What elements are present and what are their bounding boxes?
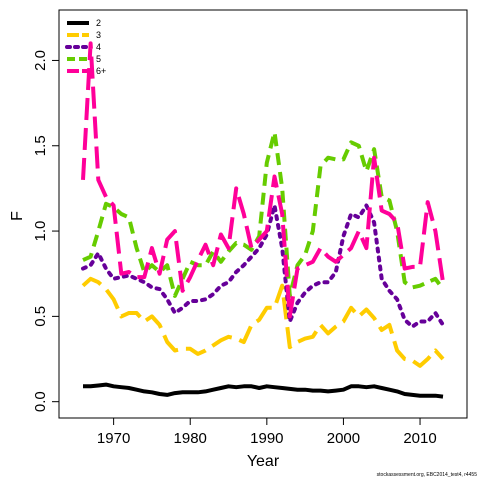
- y-tick-label: 1.0: [32, 221, 49, 242]
- y-tick-label: 1.5: [32, 135, 49, 156]
- legend-label: 4: [96, 42, 101, 52]
- x-tick-label: 1980: [174, 430, 207, 447]
- y-tick-label: 2.0: [32, 50, 49, 71]
- x-tick-label: 2000: [327, 430, 360, 447]
- series-line-1: [83, 382, 444, 399]
- y-tick-label: 0.5: [32, 306, 49, 327]
- source-caption: stockassessment.org, EBC2014_test4, r445…: [376, 472, 477, 478]
- x-axis: 1970 1980 1990 2000 2010: [97, 417, 437, 447]
- x-tick-label: 1990: [250, 430, 283, 447]
- legend-label: 3: [96, 30, 101, 40]
- y-axis: 0.0 0.5 1.0 1.5 2.0: [32, 50, 60, 412]
- series-line-2: [81, 276, 445, 368]
- x-tick-label: 1970: [97, 430, 130, 447]
- legend: 2 3 4 5 6+: [65, 18, 106, 76]
- x-axis-title: Year: [247, 453, 280, 470]
- legend-label: 2: [96, 18, 101, 28]
- series-line-3: [81, 203, 445, 329]
- y-axis-title: F: [9, 211, 26, 221]
- legend-label: 6+: [96, 66, 106, 76]
- series-line-4: [82, 130, 445, 298]
- legend-label: 5: [96, 54, 101, 64]
- series-lines: [81, 41, 445, 399]
- x-tick-label: 2010: [403, 430, 436, 447]
- series-line-5: [81, 41, 445, 319]
- y-tick-label: 0.0: [32, 391, 49, 412]
